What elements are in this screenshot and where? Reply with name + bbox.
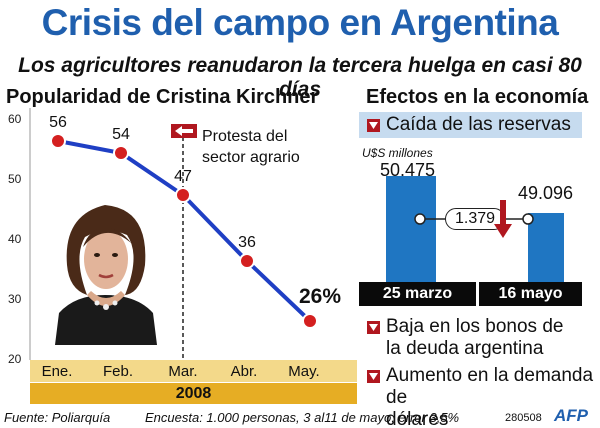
dollar-demand-line2: dólares xyxy=(386,409,449,428)
dollar-demand-label: Aumento en la demanda de dólares xyxy=(386,365,600,428)
afp-logo: AFP xyxy=(554,406,588,425)
bonds-line2: la deuda argentina xyxy=(386,338,544,359)
popularity-chart-title: Popularidad de Cristina Kirchner xyxy=(6,86,319,108)
data-label: 47 xyxy=(174,168,192,185)
x-tick-label: Abr. xyxy=(230,363,258,380)
bar-value-label: 50.475 xyxy=(380,160,436,180)
data-point xyxy=(302,313,318,329)
subtitle: Los agricultores reanudaron la tercera h… xyxy=(18,54,582,101)
annotation-line2: sector agrario xyxy=(202,149,300,166)
popularity-line-chart: 56 54 47 36 26% xyxy=(29,108,341,360)
y-tick-label: 40 xyxy=(8,232,22,246)
data-point xyxy=(175,187,191,203)
data-label: 56 xyxy=(49,114,67,131)
source-note: Fuente: Poliarquía xyxy=(4,410,111,425)
units-label: U$S millones xyxy=(362,146,433,160)
y-tick-label: 20 xyxy=(8,352,22,366)
bonds-label: Baja en los bonos de la deuda argentina xyxy=(386,316,563,360)
data-point xyxy=(113,145,129,161)
difference-bracket xyxy=(414,213,534,225)
survey-note: Encuesta: 1.000 personas, 3 al11 de mayo… xyxy=(145,410,460,425)
annotation-line1: Protesta del xyxy=(202,128,288,145)
x-tick-label: Ene. xyxy=(41,363,73,380)
protest-annotation: Protesta del sector agrario xyxy=(202,126,300,168)
bar-25-marzo xyxy=(386,176,436,282)
date-label-16-mayo: 16 mayo xyxy=(479,282,582,306)
date-label-25-marzo: 25 marzo xyxy=(359,282,476,306)
y-tick-label: 30 xyxy=(8,292,22,306)
x-tick-label: Feb. xyxy=(102,363,133,380)
dollar-demand-line1: Aumento en la demanda de xyxy=(386,365,594,408)
x-tick-label: May. xyxy=(288,363,320,380)
reserves-label: Caída de las reservas xyxy=(386,114,571,135)
portrait-photo xyxy=(55,205,157,345)
x-tick-label: Mar. xyxy=(168,363,198,380)
data-point xyxy=(50,133,66,149)
down-arrow-icon xyxy=(494,200,512,238)
reserves-highlight xyxy=(359,112,582,138)
bar-value-label: 49.096 xyxy=(518,183,574,203)
data-point xyxy=(239,253,255,269)
data-label: 26% xyxy=(299,285,341,308)
y-tick-label: 60 xyxy=(8,112,22,126)
bullet-down-icon xyxy=(367,321,380,334)
year-band: 2008 xyxy=(30,383,357,404)
bullet-down-icon xyxy=(367,370,380,383)
difference-value: 1.379 xyxy=(445,208,505,230)
economy-panel-title: Efectos en la economía xyxy=(366,86,589,108)
bonds-line1: Baja en los bonos de xyxy=(386,316,564,337)
bullet-down-icon xyxy=(367,119,380,132)
month-band xyxy=(30,360,357,382)
main-title: Crisis del campo en Argentina xyxy=(41,2,559,43)
graphic-code: 280508 xyxy=(505,412,542,424)
bar-16-mayo xyxy=(528,212,564,282)
data-label: 54 xyxy=(112,126,130,143)
protest-arrow-icon xyxy=(171,124,197,138)
y-tick-label: 50 xyxy=(8,172,22,186)
data-label: 36 xyxy=(238,234,256,251)
